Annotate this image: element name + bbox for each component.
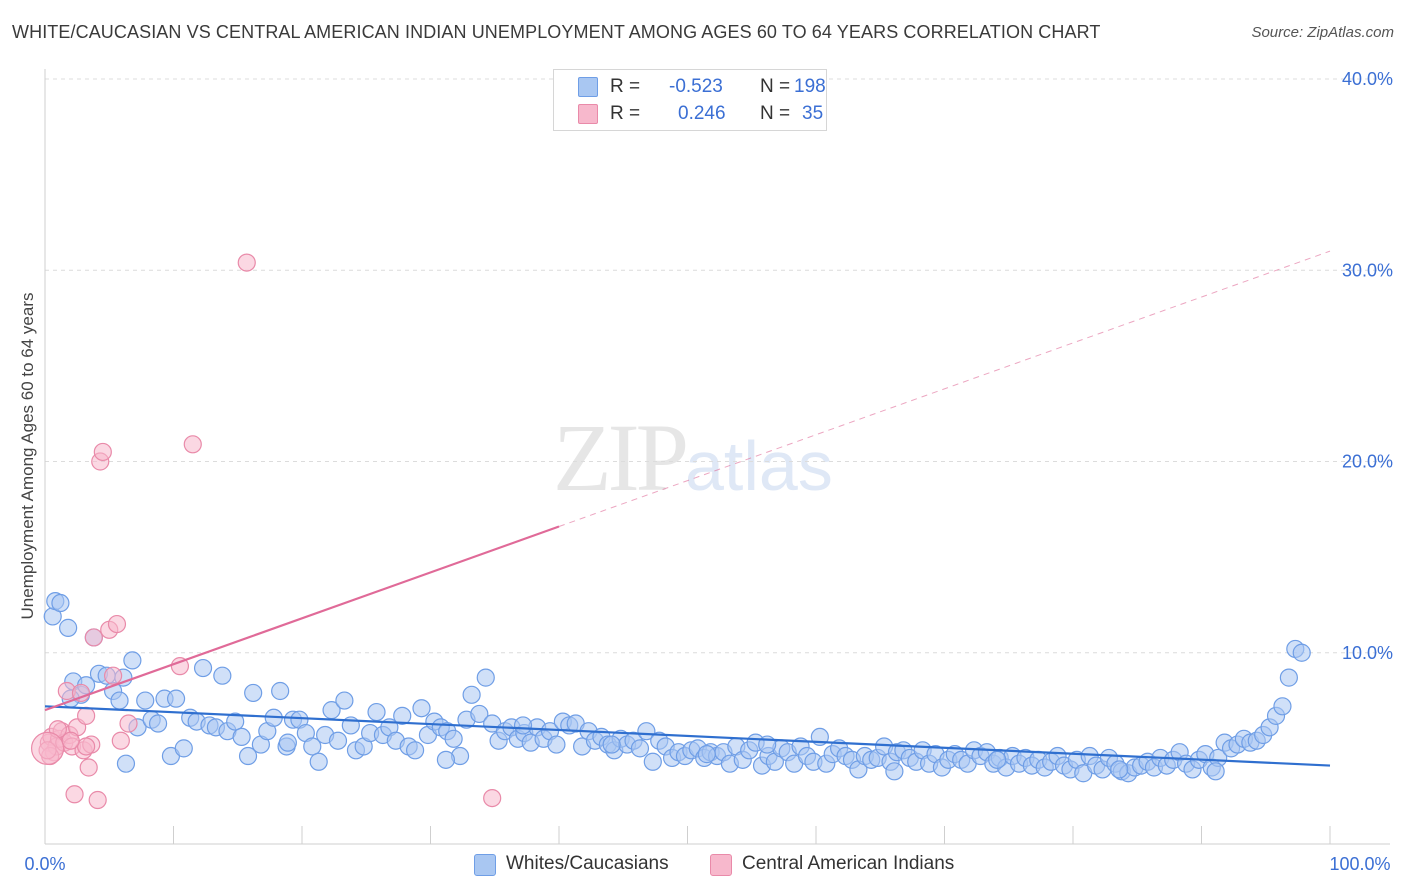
legend-swatch-whites — [578, 77, 598, 97]
point-central-american-indians — [30, 731, 65, 765]
point-central-american-indians — [79, 758, 98, 777]
point-whites — [193, 658, 213, 678]
point-central-american-indians — [107, 614, 127, 634]
point-whites — [328, 731, 348, 750]
point-central-american-indians — [119, 714, 138, 733]
point-central-american-indians — [170, 657, 190, 676]
point-central-american-indians — [71, 683, 91, 703]
y-tick-label: 30.0% — [1342, 260, 1393, 280]
point-whites — [462, 685, 481, 704]
point-whites — [110, 691, 129, 710]
legend-r-label: R = — [610, 103, 641, 124]
x-tick-label-min: 0.0% — [24, 854, 65, 874]
point-whites — [630, 739, 650, 758]
point-whites — [436, 750, 456, 769]
point-central-american-indians — [237, 253, 256, 272]
point-whites — [513, 716, 533, 735]
point-central-american-indians — [93, 442, 112, 462]
watermark: ZIPatlas — [553, 402, 833, 513]
trend-line-central-american-indians-extension — [558, 250, 1331, 527]
point-whites — [1292, 643, 1311, 662]
point-whites — [988, 750, 1007, 769]
bottom-legend-label-whites: Whites/Caucasians — [506, 853, 669, 874]
point-whites — [444, 729, 463, 748]
point-central-american-indians — [483, 788, 502, 808]
point-whites — [1110, 760, 1129, 779]
point-whites — [335, 691, 354, 710]
watermark-zip: ZIP — [553, 404, 689, 511]
point-whites — [643, 752, 662, 771]
point-whites — [393, 706, 412, 725]
point-whites — [232, 727, 251, 747]
point-whites — [136, 691, 155, 710]
point-central-american-indians — [183, 435, 202, 454]
legend-n-label: N = — [760, 103, 791, 124]
point-whites — [166, 689, 186, 708]
bottom-legend-swatch-cai — [710, 854, 732, 876]
y-tick-label: 40.0% — [1342, 69, 1393, 89]
point-whites — [412, 699, 431, 718]
trend-line-whites — [44, 705, 1331, 767]
point-whites — [244, 683, 263, 703]
point-central-american-indians — [77, 737, 96, 756]
point-whites — [213, 666, 232, 685]
point-whites — [1206, 762, 1225, 781]
legend-n-label: N = — [760, 76, 791, 97]
point-whites — [226, 712, 245, 731]
point-whites — [59, 618, 78, 637]
point-whites — [367, 702, 386, 722]
point-central-american-indians — [88, 790, 107, 810]
legend-n-value-cai: 35 — [802, 103, 824, 124]
point-whites — [1279, 668, 1298, 687]
point-whites — [637, 722, 656, 741]
legend-swatch-cai — [578, 104, 598, 124]
point-whites — [885, 762, 904, 781]
legend-r-value-cai: 0.246 — [678, 103, 726, 124]
point-whites — [303, 737, 322, 756]
point-whites — [547, 735, 566, 754]
y-tick-label: 10.0% — [1342, 643, 1393, 663]
point-whites — [238, 746, 258, 766]
point-whites — [476, 668, 495, 687]
correlation-legend: R = -0.523 N = 198 R = 0.246 N = 35 — [553, 69, 827, 131]
bottom-legend-swatch-whites — [474, 854, 496, 876]
point-central-american-indians — [77, 706, 96, 725]
legend-r-label: R = — [610, 76, 641, 97]
point-whites — [148, 714, 168, 733]
legend-r-value-whites: -0.523 — [669, 76, 723, 97]
watermark-atlas: atlas — [685, 427, 833, 505]
point-whites — [123, 651, 142, 670]
trend-line-central-american-indians — [44, 525, 560, 712]
point-whites — [309, 752, 328, 771]
chart-title: WHITE/CAUCASIAN VS CENTRAL AMERICAN INDI… — [12, 22, 1101, 42]
point-whites — [470, 704, 489, 724]
y-tick-label: 20.0% — [1342, 452, 1393, 472]
point-whites — [602, 735, 621, 754]
point-central-american-indians — [111, 731, 130, 750]
source-label: Source: ZipAtlas.com — [1251, 24, 1394, 41]
legend-n-value-whites: 198 — [794, 76, 826, 97]
point-whites — [278, 733, 297, 752]
point-whites — [1273, 697, 1292, 716]
point-whites — [51, 593, 70, 613]
point-central-american-indians — [104, 666, 123, 685]
point-whites — [116, 754, 136, 773]
point-central-american-indians — [84, 628, 103, 647]
x-tick-label-max: 100.0% — [1329, 854, 1390, 874]
point-whites — [405, 741, 425, 760]
bottom-legend-label-cai: Central American Indians — [742, 853, 955, 874]
point-whites — [271, 681, 290, 701]
point-central-american-indians — [65, 785, 84, 804]
point-whites — [174, 739, 193, 758]
point-whites — [697, 745, 716, 764]
point-central-american-indians — [61, 731, 80, 750]
